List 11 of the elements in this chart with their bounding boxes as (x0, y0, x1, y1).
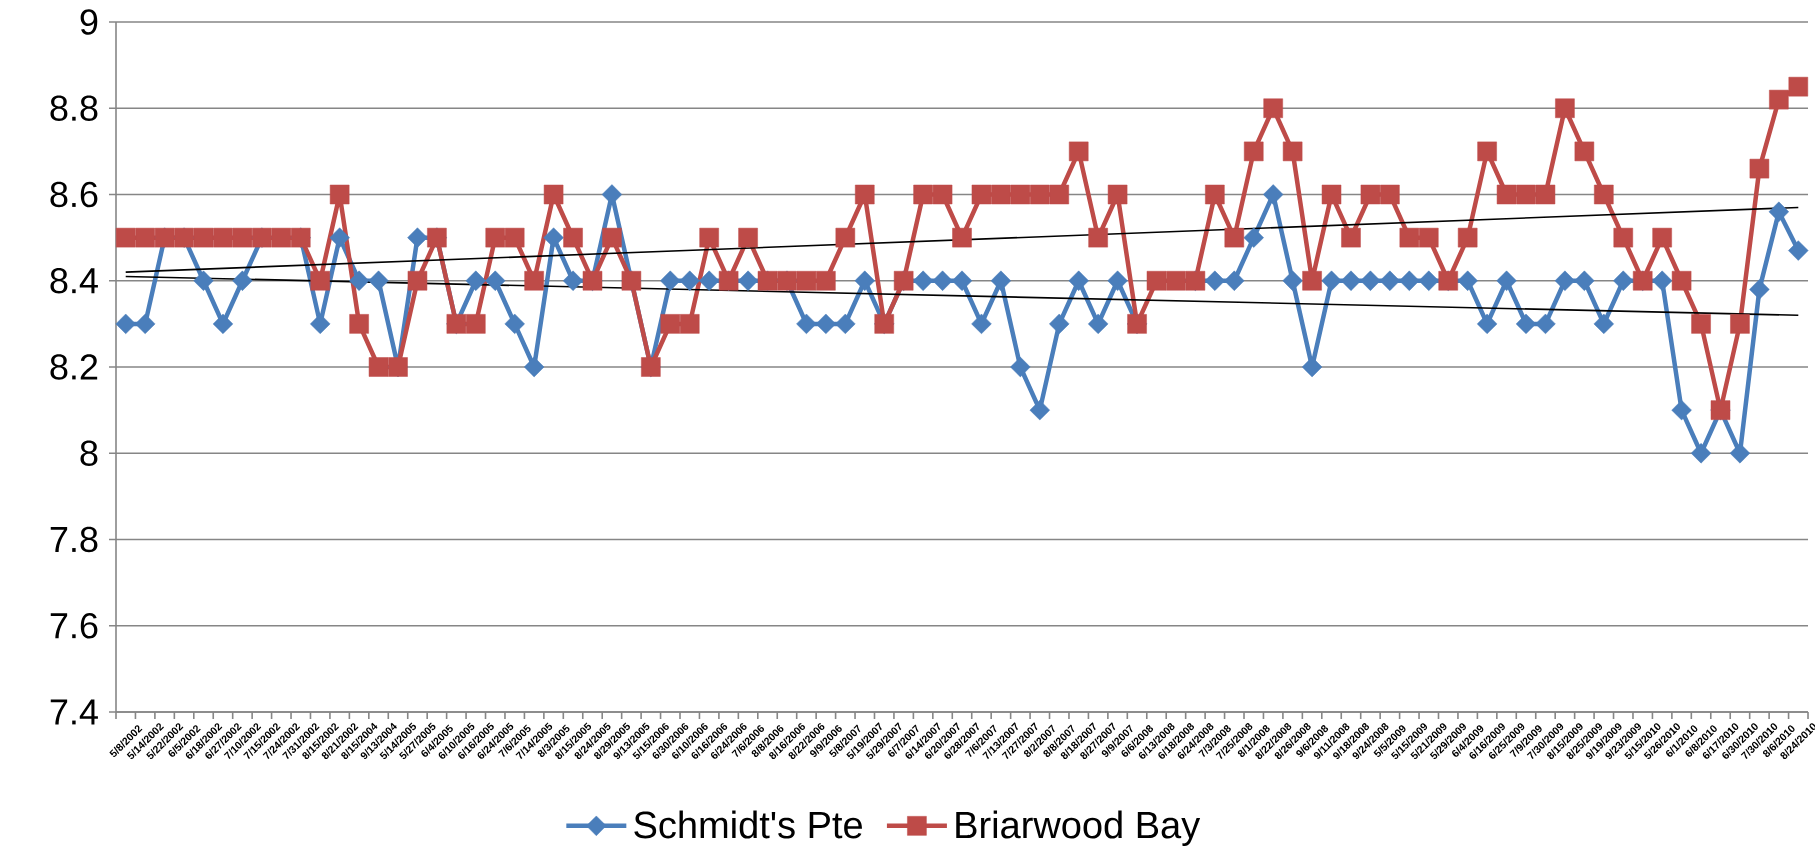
y-tick-label: 8 (80, 440, 98, 466)
y-tick-label: 7.8 (50, 526, 98, 553)
y-tick-label: 9 (80, 9, 98, 35)
y-tick-label: 7.6 (50, 613, 98, 639)
y-tick-label: 7.4 (50, 699, 98, 725)
y-tick-label: 8.6 (50, 181, 98, 208)
legend-label: Briarwood Bay (956, 810, 1201, 846)
y-tick-label: 8.4 (50, 268, 98, 294)
y-tick-label: 8.8 (50, 95, 98, 121)
y-tick-label: 8.2 (50, 354, 98, 380)
legend-label: Schmidt's Pte (634, 810, 862, 839)
